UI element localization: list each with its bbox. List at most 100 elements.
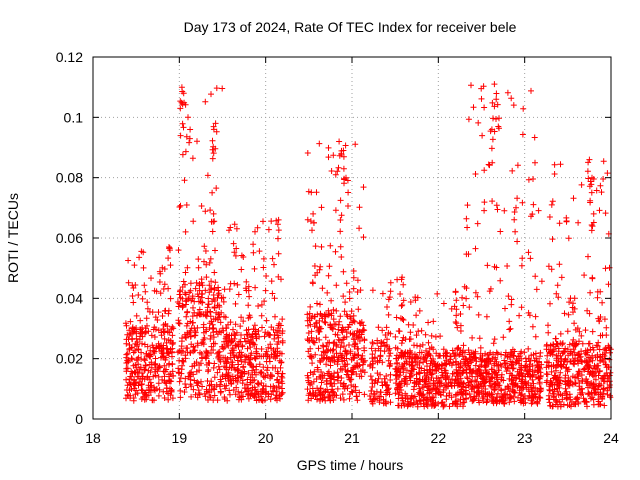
- data-point: [256, 248, 263, 255]
- data-point: [254, 380, 261, 387]
- data-point: [269, 290, 276, 297]
- data-point: [337, 228, 344, 235]
- data-point: [432, 333, 439, 340]
- data-point: [200, 324, 207, 331]
- data-point: [575, 373, 582, 380]
- data-point: [165, 285, 172, 292]
- data-point: [204, 378, 211, 384]
- data-point: [142, 288, 149, 295]
- data-point: [345, 203, 351, 209]
- data-point: [138, 396, 145, 402]
- data-point: [354, 397, 361, 404]
- data-point: [155, 373, 162, 380]
- data-point: [166, 377, 173, 384]
- data-point: [516, 312, 523, 319]
- data-point: [232, 321, 239, 328]
- data-point: [421, 356, 428, 363]
- data-point: [182, 333, 189, 340]
- data-point: [441, 401, 448, 408]
- data-point: [240, 363, 247, 370]
- data-point: [209, 146, 216, 153]
- data-point: [270, 383, 277, 390]
- data-point: [508, 296, 515, 303]
- data-point: [147, 379, 154, 386]
- data-point: [139, 370, 145, 377]
- x-tick-label: 18: [85, 430, 101, 446]
- data-point: [428, 332, 435, 339]
- data-point: [174, 349, 181, 356]
- data-point: [263, 273, 270, 279]
- data-point: [376, 393, 383, 400]
- data-point: [576, 368, 583, 375]
- data-point: [307, 303, 314, 310]
- data-point: [314, 366, 321, 373]
- data-point: [268, 373, 275, 380]
- data-point: [309, 279, 316, 286]
- data-point: [308, 334, 315, 341]
- data-point: [350, 285, 357, 292]
- data-point: [512, 389, 518, 396]
- data-point: [410, 394, 417, 401]
- data-point: [518, 367, 525, 374]
- data-point: [557, 403, 564, 410]
- data-point: [193, 368, 200, 375]
- data-point: [465, 116, 472, 123]
- data-point: [179, 284, 186, 290]
- data-point: [596, 346, 603, 353]
- data-point: [574, 394, 581, 401]
- data-point: [451, 303, 458, 310]
- data-point: [509, 380, 516, 387]
- data-point: [460, 342, 467, 349]
- data-point: [241, 335, 248, 342]
- data-point: [489, 99, 496, 106]
- data-point: [586, 340, 593, 347]
- data-point: [534, 387, 541, 393]
- data-point: [275, 235, 281, 242]
- data-point: [472, 377, 479, 384]
- data-point: [581, 366, 588, 373]
- data-point: [198, 294, 205, 301]
- data-point: [336, 138, 343, 145]
- data-point: [203, 355, 210, 362]
- data-point: [473, 378, 480, 385]
- data-point: [321, 388, 328, 395]
- data-point: [400, 352, 406, 359]
- data-point: [579, 378, 586, 385]
- data-point: [227, 319, 234, 326]
- data-point: [585, 391, 591, 398]
- data-point: [375, 345, 382, 352]
- data-point: [278, 350, 285, 357]
- data-point: [155, 380, 162, 387]
- data-point: [129, 325, 136, 332]
- data-point: [330, 306, 337, 313]
- data-point: [518, 348, 525, 355]
- data-point: [589, 352, 596, 359]
- data-point: [206, 389, 212, 396]
- data-point: [406, 361, 413, 368]
- data-point: [547, 342, 554, 349]
- data-point: [252, 284, 259, 291]
- data-point: [275, 322, 282, 329]
- data-point: [256, 353, 263, 360]
- data-point: [413, 332, 420, 339]
- data-point: [515, 372, 522, 379]
- data-point: [144, 374, 151, 381]
- data-point: [176, 300, 183, 307]
- data-point: [208, 278, 215, 285]
- data-point: [510, 102, 517, 109]
- data-point: [330, 152, 337, 159]
- data-point: [337, 365, 344, 372]
- data-point: [183, 384, 190, 391]
- data-point: [353, 393, 360, 400]
- data-point: [350, 335, 357, 342]
- data-point: [147, 389, 154, 395]
- data-point: [511, 216, 518, 223]
- data-point: [424, 366, 430, 373]
- data-point: [601, 316, 608, 323]
- data-point: [510, 353, 517, 359]
- data-point: [176, 378, 183, 385]
- data-point: [519, 131, 526, 138]
- data-point: [249, 367, 256, 374]
- data-point: [460, 396, 467, 403]
- data-point: [372, 347, 379, 354]
